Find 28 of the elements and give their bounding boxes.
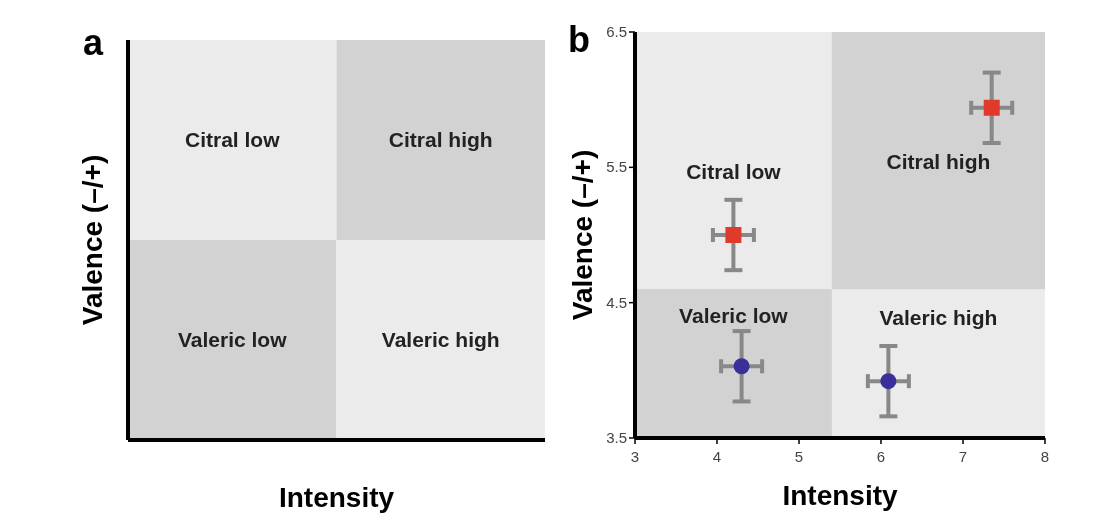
x-axis-title: Intensity <box>782 480 898 511</box>
text: Valence (–/+) <box>77 154 108 326</box>
x-tick-label: 5 <box>794 448 804 465</box>
y-tick-label: 5.5 <box>606 158 627 176</box>
text: Citral high <box>388 128 493 151</box>
point <box>733 358 750 375</box>
point <box>725 227 742 243</box>
x-tick-label: 8 <box>1040 448 1050 465</box>
text: Intensity <box>278 482 395 513</box>
y-axis-title: Valence (–/+) <box>567 149 598 321</box>
x-tick-label: 7 <box>958 448 968 465</box>
text: Valeric low <box>177 328 288 351</box>
text: Valeric high <box>381 328 500 351</box>
annotation: Valeric low <box>679 304 789 328</box>
point <box>880 373 897 390</box>
x-tick-label: 4 <box>712 448 722 465</box>
y-tick-label: 4.5 <box>606 293 627 311</box>
text: Citral low <box>184 128 281 151</box>
annotation: Valeric high <box>879 306 998 330</box>
y-tick-label: 6.5 <box>606 23 627 40</box>
point <box>983 99 1000 116</box>
annotation: Citral low <box>686 160 782 184</box>
x-tick-label: 3 <box>630 448 640 465</box>
y-tick-label: 3.5 <box>606 429 627 446</box>
annotation: Citral high <box>886 150 991 174</box>
text: a <box>83 22 104 63</box>
chart-title: b <box>568 19 590 60</box>
x-tick-label: 6 <box>876 448 886 465</box>
